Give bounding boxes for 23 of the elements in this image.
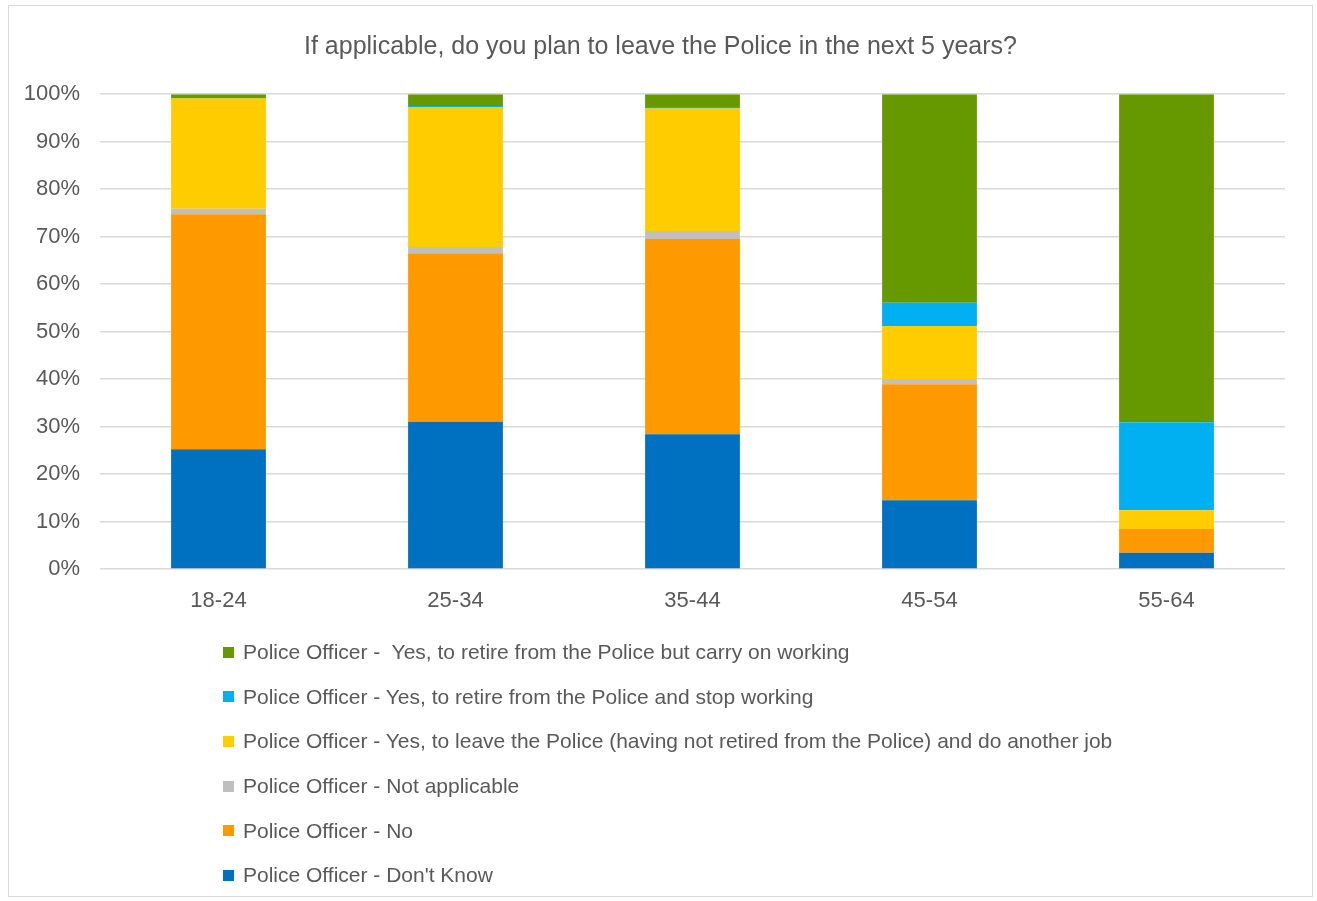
y-tick-label: 30% xyxy=(35,412,80,438)
y-tick-label: 70% xyxy=(35,222,80,248)
legend-label: Police Officer - Yes, to leave the Police (having not retired from the Police) and do another job xyxy=(243,729,1113,754)
y-tick-label: 90% xyxy=(35,127,80,153)
legend-label: Police Officer - No xyxy=(243,818,413,843)
y-tick-label: 50% xyxy=(35,317,80,343)
y-tick-label: 100% xyxy=(23,80,80,106)
y-tick-label: 60% xyxy=(35,270,80,296)
y-tick-label: 0% xyxy=(48,555,80,581)
y-tick-label: 40% xyxy=(35,365,80,391)
x-tick-label: 25-34 xyxy=(427,587,484,613)
y-tick-label: 10% xyxy=(35,507,80,533)
y-tick-label: 80% xyxy=(35,175,80,201)
x-tick-label: 45-54 xyxy=(901,587,958,613)
x-tick-label: 35-44 xyxy=(664,587,721,613)
x-tick-label: 55-64 xyxy=(1138,587,1195,613)
legend-label: Police Officer - Don't Know xyxy=(243,863,493,888)
chart-title: If applicable, do you plan to leave the Police in the next 5 years? xyxy=(303,30,1018,61)
x-tick-label: 18-24 xyxy=(190,587,247,613)
legend-label: Police Officer - Yes, to retire from the Police and stop working xyxy=(243,684,814,709)
legend-label: Police Officer - Yes, to retire from the Police but carry on working xyxy=(243,640,850,665)
y-tick-label: 20% xyxy=(35,460,80,486)
legend-label: Police Officer - Not applicable xyxy=(243,774,520,799)
